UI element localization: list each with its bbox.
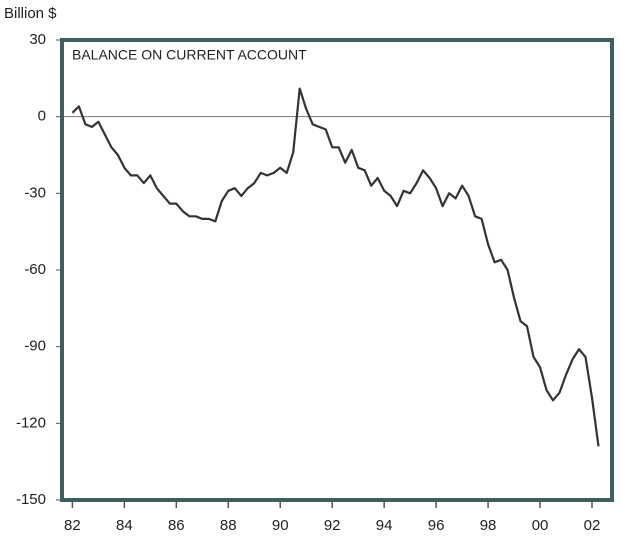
chart-title: BALANCE ON CURRENT ACCOUNT (72, 47, 307, 63)
x-tick-label: 86 (168, 517, 185, 534)
x-tick-label: 90 (272, 517, 289, 534)
x-tick-label: 88 (220, 517, 237, 534)
x-tick-label: 82 (64, 517, 81, 534)
x-tick-label: 92 (324, 517, 341, 534)
x-tick-label: 96 (428, 517, 445, 534)
data-line (71, 87, 600, 447)
x-tick-label: 02 (584, 517, 601, 534)
x-tick-label: 98 (480, 517, 497, 534)
y-tick-label: -120 (16, 414, 46, 431)
y-tick-label: -30 (24, 184, 46, 201)
x-tick-label: 84 (116, 517, 133, 534)
y-tick-label: 30 (29, 31, 46, 48)
x-tick-label: 94 (376, 517, 393, 534)
plot-frame (60, 38, 614, 502)
y-tick-label: -60 (24, 261, 46, 278)
x-tick-label: 00 (532, 517, 549, 534)
y-axis-label: Billion $ (4, 5, 57, 22)
y-tick-label: -90 (24, 338, 46, 355)
y-tick-label: 0 (38, 108, 46, 125)
y-tick-label: -150 (16, 491, 46, 508)
